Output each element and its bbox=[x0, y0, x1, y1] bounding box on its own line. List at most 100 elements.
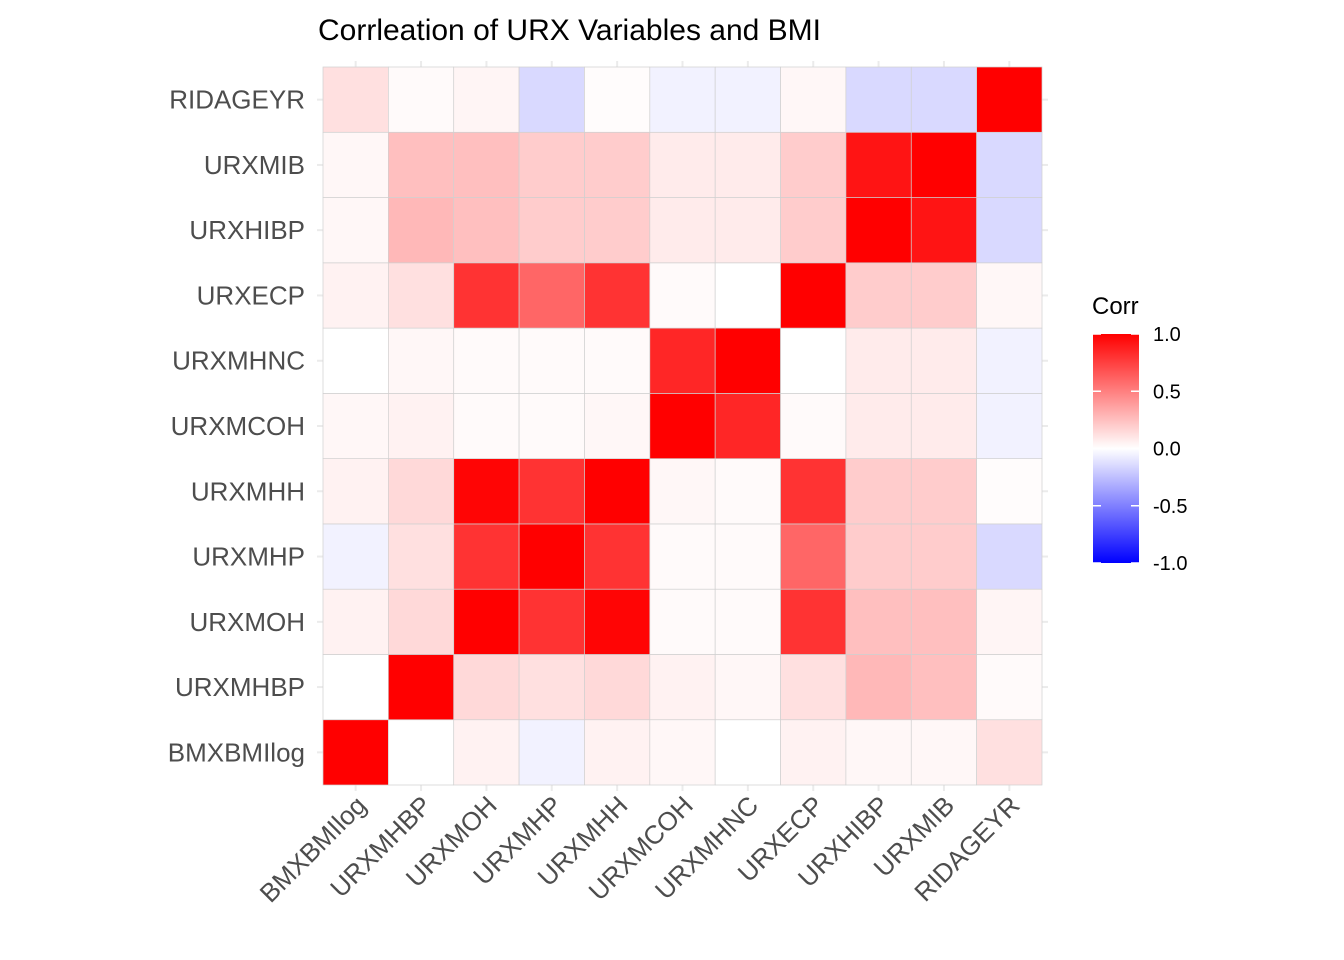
heatmap-cell bbox=[322, 523, 389, 590]
heatmap-cell bbox=[910, 588, 977, 655]
heatmap-cell bbox=[322, 327, 389, 394]
heatmap-cell bbox=[584, 131, 651, 198]
heatmap-cell bbox=[518, 393, 585, 459]
heatmap-cell bbox=[388, 197, 455, 264]
heatmap-cell bbox=[910, 654, 977, 721]
y-tick-label: URXECP bbox=[197, 280, 305, 310]
heatmap-cell bbox=[714, 131, 781, 198]
heatmap-cell bbox=[453, 393, 520, 459]
heatmap-cell bbox=[322, 393, 389, 459]
heatmap-cell bbox=[976, 654, 1043, 721]
heatmap-cell bbox=[388, 66, 455, 133]
heatmap-cell bbox=[453, 458, 520, 525]
heatmap-cell bbox=[322, 458, 389, 525]
legend-tick-label: -1.0 bbox=[1153, 553, 1187, 575]
heatmap-cell bbox=[649, 458, 716, 525]
heatmap-cell bbox=[714, 654, 781, 721]
heatmap-cell bbox=[584, 458, 651, 525]
heatmap-cell bbox=[976, 588, 1043, 655]
heatmap-cell bbox=[780, 66, 847, 133]
heatmap-cell bbox=[518, 458, 585, 525]
heatmap-cell bbox=[976, 131, 1043, 198]
heatmap-cell bbox=[976, 523, 1043, 590]
heatmap-cell bbox=[780, 458, 847, 525]
heatmap-cell bbox=[714, 262, 781, 329]
chart-title: Corrleation of URX Variables and BMI bbox=[318, 14, 821, 47]
heatmap-cell bbox=[322, 262, 389, 329]
heatmap-cell bbox=[910, 719, 977, 786]
heatmap-cell bbox=[453, 654, 520, 721]
heatmap-cell bbox=[584, 719, 651, 786]
heatmap-cell bbox=[845, 327, 912, 394]
heatmap-cell bbox=[518, 66, 585, 133]
heatmap-cell bbox=[714, 719, 781, 786]
axis-tick-marks bbox=[317, 61, 1048, 791]
y-tick-label: RIDAGEYR bbox=[169, 85, 305, 115]
heatmap-cell bbox=[453, 327, 520, 394]
heatmap-cell bbox=[714, 588, 781, 655]
heatmap-cell bbox=[976, 197, 1043, 264]
legend-tick-label: 0.0 bbox=[1153, 439, 1181, 461]
heatmap-cell bbox=[649, 523, 716, 590]
heatmap-cell bbox=[845, 719, 912, 786]
heatmap-cell bbox=[649, 197, 716, 264]
heatmap-cell bbox=[910, 393, 977, 459]
heatmap-cell bbox=[518, 131, 585, 198]
heatmap-cell bbox=[584, 393, 651, 459]
legend-title: Corr bbox=[1092, 293, 1139, 320]
heatmap-cell bbox=[388, 458, 455, 525]
heatmap-cell bbox=[649, 262, 716, 329]
heatmap-cell bbox=[649, 719, 716, 786]
heatmap-cell bbox=[388, 327, 455, 394]
heatmap-cell bbox=[976, 393, 1043, 459]
heatmap-cell bbox=[322, 131, 389, 198]
legend-ticks: 1.0 0.5 0.0 -0.5 -1.0 bbox=[1093, 324, 1187, 575]
heatmap-cell bbox=[322, 66, 389, 133]
heatmap-cell bbox=[780, 588, 847, 655]
heatmap-cell bbox=[976, 458, 1043, 525]
heatmap-cell bbox=[584, 327, 651, 394]
x-axis-tick-labels: BMXBMIlogURXMHBPURXMOHURXMHPURXMHHURXMCO… bbox=[254, 790, 1026, 908]
heatmap-cell bbox=[453, 588, 520, 655]
heatmap-cell bbox=[388, 523, 455, 590]
heatmap-cell bbox=[845, 197, 912, 264]
heatmap-cell bbox=[780, 262, 847, 329]
heatmap-cell bbox=[780, 523, 847, 590]
heatmap-cell bbox=[780, 654, 847, 721]
heatmap-cell bbox=[453, 262, 520, 329]
heatmap-cell bbox=[518, 523, 585, 590]
heatmap-cell bbox=[388, 393, 455, 459]
heatmap-cell bbox=[780, 131, 847, 198]
heatmap-cell bbox=[518, 327, 585, 394]
heatmap-cell bbox=[649, 654, 716, 721]
heatmap-cell bbox=[976, 327, 1043, 394]
heatmap-cell bbox=[584, 197, 651, 264]
heatmap-cell bbox=[584, 588, 651, 655]
heatmap-cell bbox=[453, 66, 520, 133]
heatmap-cell bbox=[976, 719, 1043, 786]
y-tick-label: URXMCOH bbox=[171, 411, 305, 441]
heatmap-cell bbox=[910, 66, 977, 133]
legend-tick-label: 1.0 bbox=[1153, 324, 1181, 346]
heatmap-cell bbox=[388, 654, 455, 721]
heatmap-cell bbox=[322, 197, 389, 264]
heatmap-cell bbox=[518, 588, 585, 655]
heatmap-cell bbox=[518, 262, 585, 329]
heatmap-cell bbox=[453, 523, 520, 590]
heatmap-cell bbox=[584, 262, 651, 329]
heatmap-cell bbox=[910, 327, 977, 394]
heatmap-cell bbox=[910, 523, 977, 590]
y-axis-tick-labels: BMXBMIlog URXMHBP URXMOH URXMHP URXMHH URXMCO… bbox=[168, 85, 305, 768]
heatmap-cell bbox=[453, 719, 520, 786]
heatmap-cell bbox=[322, 719, 389, 786]
legend-tick-label: 0.5 bbox=[1153, 381, 1181, 403]
heatmap-cell bbox=[649, 131, 716, 198]
heatmap-cell bbox=[910, 458, 977, 525]
heatmap-cell bbox=[910, 131, 977, 198]
y-tick-label: URXMHP bbox=[192, 542, 305, 572]
heatmap-cell bbox=[714, 523, 781, 590]
heatmap-cell bbox=[649, 588, 716, 655]
legend: Corr 1.0 0.5 0.0 -0.5 -1.0 bbox=[1092, 293, 1187, 575]
heatmap-cell bbox=[322, 588, 389, 655]
heatmap-cell bbox=[649, 327, 716, 394]
